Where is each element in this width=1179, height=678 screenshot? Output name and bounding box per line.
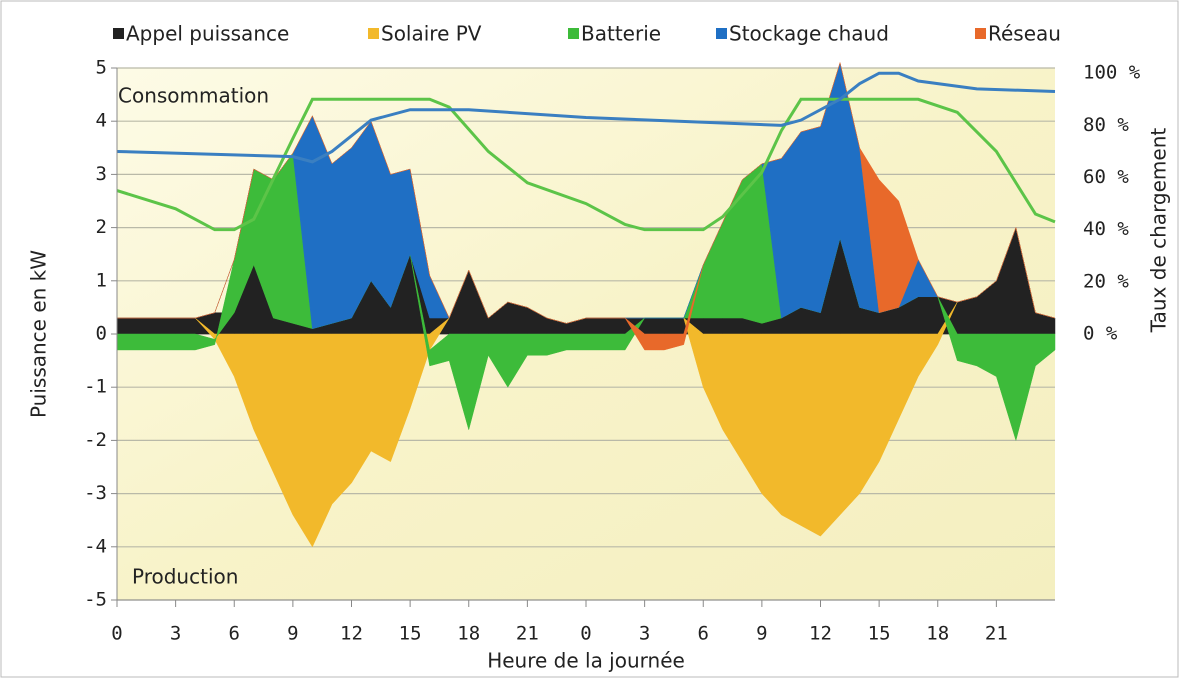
x-tick-label: 6: [229, 623, 240, 645]
charge-lines: [116, 71, 1056, 232]
annotation: Consommation: [118, 84, 269, 108]
x-tick-label: 18: [457, 623, 480, 645]
legend-swatch: [975, 28, 986, 39]
y-tick-label: -4: [84, 535, 107, 557]
charge-line: [116, 97, 1056, 232]
x-tick-label: 12: [340, 623, 363, 645]
x-tick-label: 21: [985, 623, 1008, 645]
areas: [116, 61, 1056, 548]
x-tick-label: 3: [639, 623, 650, 645]
x-tick-label: 3: [170, 623, 181, 645]
y2-tick-label: 100 %: [1083, 62, 1141, 84]
y-tick-label: -2: [84, 429, 107, 451]
x-tick-label: 9: [287, 623, 298, 645]
legend-swatch: [113, 28, 124, 39]
y-tick-label: 3: [96, 163, 107, 185]
y-tick-label: 5: [96, 57, 107, 79]
y-tick-label: 1: [96, 269, 107, 291]
y2-tick-label: 80 %: [1083, 114, 1129, 136]
y-tick-label: -5: [84, 589, 107, 611]
y2-tick-label: 20 %: [1083, 270, 1129, 292]
y-axis-label: Puissance en kW: [27, 250, 51, 418]
area: [116, 152, 1056, 442]
x-tick-label: 0: [580, 623, 591, 645]
annotation: Production: [132, 565, 238, 589]
y2-tick-label: 0 %: [1083, 323, 1118, 345]
legend-label: Solaire PV: [381, 22, 482, 46]
x-tick-label: 15: [399, 623, 422, 645]
legend: Appel puissance Solaire PV Batterie Stockag…: [113, 22, 1061, 46]
legend-swatch: [368, 28, 379, 39]
y-tick-label: 4: [96, 110, 107, 132]
charge-line: [116, 71, 1056, 164]
x-tick-label: 6: [698, 623, 709, 645]
legend-label: Réseau: [988, 22, 1061, 46]
legend-label: Appel puissance: [126, 22, 289, 46]
x-tick-label: 0: [111, 623, 122, 645]
y-tick-label: 2: [96, 216, 107, 238]
legend-label: Batterie: [581, 22, 661, 46]
x-tick-label: 21: [516, 623, 539, 645]
y-tick-label: -3: [84, 482, 107, 504]
legend-swatch: [568, 28, 579, 39]
x-tick-label: 12: [809, 623, 832, 645]
y2-axis-label: Taux de chargement: [1147, 128, 1171, 334]
area: [117, 61, 1056, 351]
legend-swatch: [716, 28, 727, 39]
x-tick-label: 18: [926, 623, 949, 645]
legend-label: Stockage chaud: [729, 22, 889, 46]
y2-tick-label: 60 %: [1083, 166, 1129, 188]
x-tick-label: 15: [868, 623, 891, 645]
y2-tick-label: 40 %: [1083, 218, 1129, 240]
y-tick-label: -1: [84, 376, 107, 398]
x-tick-label: 9: [756, 623, 767, 645]
y-tick-label: 0: [96, 323, 107, 345]
x-axis-label: Heure de la journée: [487, 649, 685, 673]
